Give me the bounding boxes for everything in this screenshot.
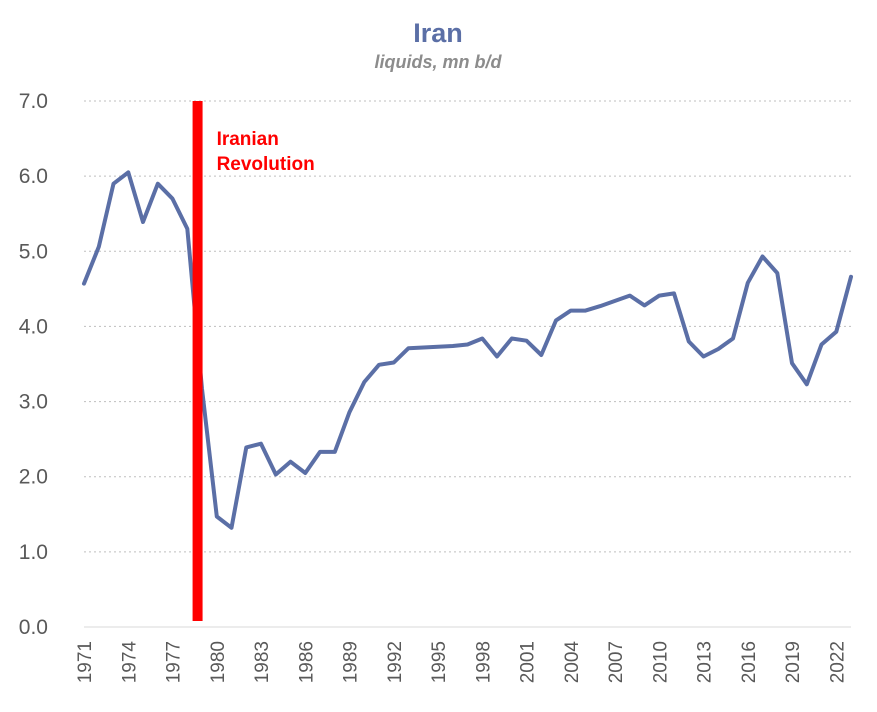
x-tick-label: 1989 <box>341 641 362 683</box>
y-axis-ticks: 0.0 1.0 2.0 3.0 4.0 5.0 6.0 7.0 <box>19 90 48 639</box>
series-line <box>82 170 853 530</box>
x-tick-label: 1974 <box>119 641 140 684</box>
x-tick-label: 2013 <box>695 641 716 683</box>
chart-title: Iran <box>413 18 463 48</box>
y-tick-label: 5.0 <box>19 240 48 263</box>
y-tick-label: 0.0 <box>19 616 48 639</box>
y-tick-label: 4.0 <box>19 315 48 338</box>
x-tick-label: 1992 <box>385 641 406 683</box>
y-tick-label: 2.0 <box>19 466 48 489</box>
x-tick-label: 1971 <box>75 641 96 683</box>
x-tick-label: 2022 <box>827 641 848 683</box>
x-tick-label: 1986 <box>296 641 317 683</box>
y-tick-label: 7.0 <box>19 90 48 113</box>
x-tick-label: 1977 <box>164 641 185 683</box>
annotation-label-line1: Iranian <box>217 129 279 150</box>
x-tick-label: 2010 <box>650 641 671 683</box>
y-tick-label: 3.0 <box>19 391 48 414</box>
x-tick-label: 1983 <box>252 641 273 683</box>
x-tick-label: 1998 <box>473 641 494 683</box>
series-layer <box>82 170 853 530</box>
y-tick-label: 6.0 <box>19 165 48 188</box>
x-tick-label: 2019 <box>783 641 804 683</box>
chart-subtitle: liquids, mn b/d <box>375 52 503 72</box>
x-tick-label: 1980 <box>208 641 229 683</box>
x-axis-ticks: 1971 1974 1977 1980 1983 1986 1989 1992 1995 1998… <box>75 641 848 684</box>
annotation-label-line2: Revolution <box>217 154 315 175</box>
y-tick-label: 1.0 <box>19 541 48 564</box>
annotation-layer: Iranian Revolution <box>192 101 315 621</box>
x-tick-label: 2016 <box>739 641 760 683</box>
x-tick-label: 1995 <box>429 641 450 683</box>
revolution-marker-bar <box>192 101 203 621</box>
x-tick-label: 2004 <box>562 641 583 684</box>
x-tick-label: 2007 <box>606 641 627 683</box>
x-tick-label: 2001 <box>518 641 539 683</box>
